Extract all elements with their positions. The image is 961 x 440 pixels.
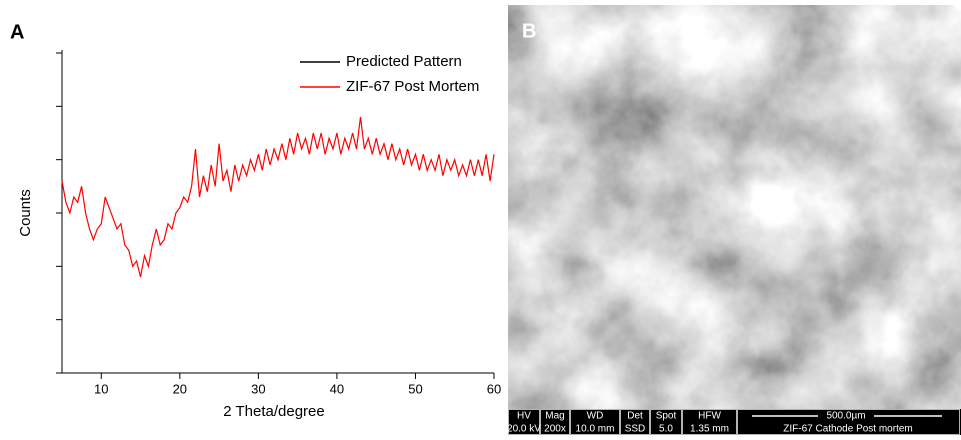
scale-label-bg — [818, 410, 874, 422]
info-bar: HV 20.0 kV Mag 200x WD 10.0 mm Det SSD Spot 5.0 HF… — [507, 409, 961, 435]
info-bar-bg — [508, 409, 961, 435]
info-value: SSD — [625, 424, 646, 435]
info-header: HV — [517, 411, 531, 422]
legend-label: Predicted Pattern — [346, 53, 462, 70]
legend-label: ZIF-67 Post Mortem — [346, 78, 479, 95]
info-value: 10.0 mm — [576, 424, 615, 435]
scale-label: 500.0µm — [826, 411, 865, 422]
plot: 10 20 30 40 50 60 Predicted Pattern ZIF-67 Post… — [56, 52, 501, 396]
series-line — [61, 116, 495, 278]
y-axis-label: Counts — [17, 189, 34, 237]
info-header: Mag — [545, 411, 564, 422]
x-tick-label: 30 — [251, 381, 265, 396]
x-axis-label: 2 Theta/degree — [223, 403, 324, 420]
panel-label: B — [522, 20, 536, 42]
info-value: 1.35 mm — [690, 424, 729, 435]
info-header: HFW — [698, 411, 721, 422]
caption: ZIF-67 Cathode Post mortem — [783, 424, 913, 435]
info-value: 20.0 kV — [507, 424, 541, 435]
x-tick-label: 40 — [330, 381, 344, 396]
sem-texture — [508, 5, 961, 409]
info-header: Det — [627, 411, 643, 422]
x-tick-label: 10 — [94, 381, 108, 396]
panel-label: A — [10, 21, 24, 43]
info-value: 5.0 — [659, 424, 673, 435]
info-header: Spot — [656, 411, 677, 422]
info-header: WD — [587, 411, 604, 422]
x-tick-label: 20 — [173, 381, 187, 396]
info-value: 200x — [544, 424, 566, 435]
x-tick-label: 60 — [487, 381, 501, 396]
x-tick-label: 50 — [408, 381, 422, 396]
